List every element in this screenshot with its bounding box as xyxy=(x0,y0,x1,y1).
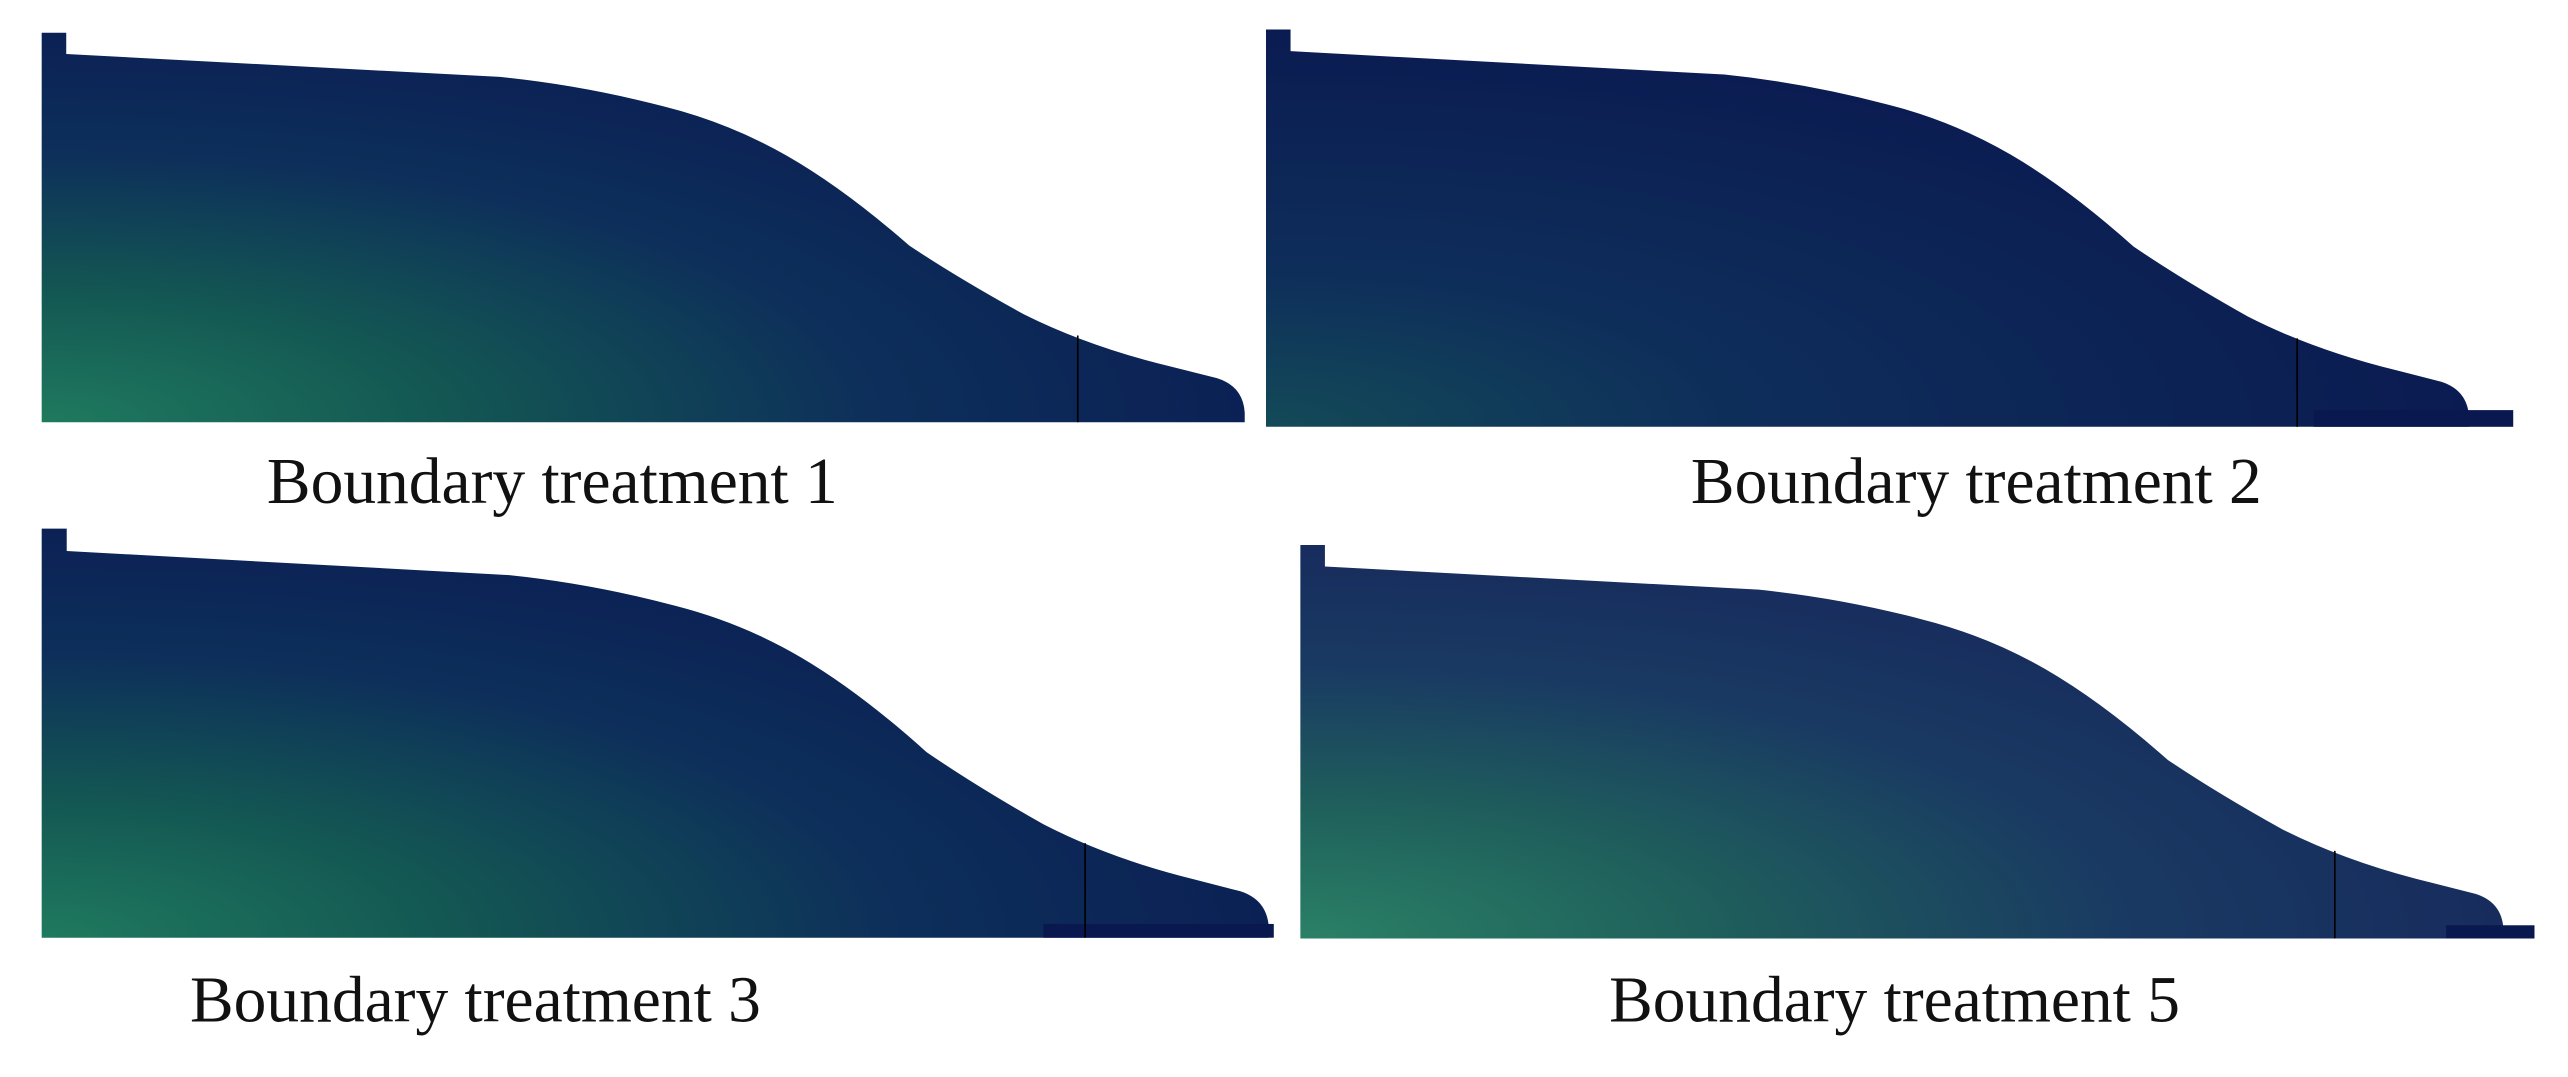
caption: Boundary treatment 3 xyxy=(190,965,761,1037)
caption: Boundary treatment 2 xyxy=(1691,446,2262,518)
bottom-strip xyxy=(2446,925,2535,939)
flow-field xyxy=(41,32,1245,423)
bottom-strip xyxy=(2313,410,2514,427)
flow-field xyxy=(1300,545,2504,939)
panel xyxy=(41,528,1274,938)
panel xyxy=(1300,545,2535,939)
panel xyxy=(41,32,1245,423)
flow-field xyxy=(1265,29,2470,427)
bottom-strip xyxy=(1043,923,1274,938)
caption: Boundary treatment 5 xyxy=(1609,965,2180,1037)
panel xyxy=(1265,29,2514,427)
caption: Boundary treatment 1 xyxy=(267,446,838,518)
